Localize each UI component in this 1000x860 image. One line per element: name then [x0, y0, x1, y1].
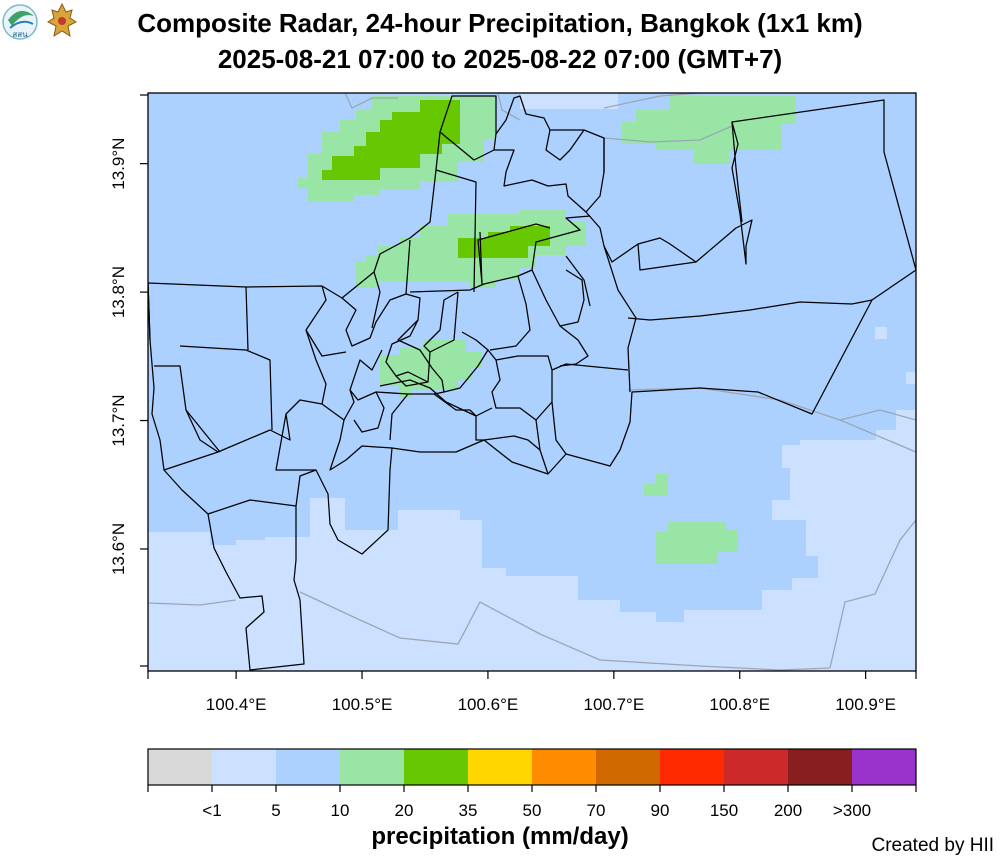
map-subtitle: 2025-08-21 07:00 to 2025-08-22 07:00 (GM… [217, 44, 783, 74]
legend-swatch [276, 749, 340, 785]
map-title: Composite Radar, 24-hour Precipitation, … [137, 8, 863, 38]
royal-emblem [47, 2, 77, 38]
map-axes: 100.4°E 100.5°E 100.6°E 100.7°E 100.8°E 100.9… [109, 94, 917, 714]
legend-title: precipitation (mm/day) [371, 823, 629, 850]
legend-tick-label: >300 [833, 801, 871, 820]
x-tick-label: 100.7°E [583, 695, 644, 714]
legend-swatch [532, 749, 596, 785]
legend-swatch [212, 749, 276, 785]
map-frame [147, 92, 917, 672]
precipitation-raster [148, 93, 916, 671]
credit-text: Created by HII [871, 835, 995, 856]
legend-tick-label: 150 [710, 801, 738, 820]
legend-swatch [468, 749, 532, 785]
legend-tick-label: 10 [331, 801, 350, 820]
legend-swatch [788, 749, 852, 785]
legend-tick-label: <1 [202, 801, 221, 820]
legend-swatch [340, 749, 404, 785]
legend-tick-label: 5 [271, 801, 280, 820]
x-tick-label: 100.9°E [835, 695, 896, 714]
legend-tick-label: 50 [523, 801, 542, 820]
legend-tick-label: 35 [459, 801, 478, 820]
legend-tick-label: 200 [774, 801, 802, 820]
x-tick-label: 100.6°E [458, 695, 519, 714]
legend-tick-label: 20 [395, 801, 414, 820]
hii-logo: สสน [2, 4, 38, 40]
legend-swatch [724, 749, 788, 785]
legend-swatch [404, 749, 468, 785]
logo-group: สสน [0, 0, 80, 44]
legend-swatch [148, 749, 212, 785]
x-tick-label: 100.8°E [709, 695, 770, 714]
precipitation-legend: <1 5 10 20 35 50 70 90 150 200 >300 [147, 748, 917, 820]
legend-swatch [660, 749, 724, 785]
bangkok-district-boundaries [148, 95, 916, 671]
y-tick-label: 13.6°N [109, 523, 128, 575]
y-tick-label: 13.7°N [109, 394, 128, 446]
legend-swatch [852, 749, 916, 785]
x-tick-label: 100.4°E [206, 695, 267, 714]
y-tick-label: 13.9°N [109, 138, 128, 190]
province-boundaries [148, 93, 916, 671]
y-tick-label: 13.8°N [109, 266, 128, 318]
x-tick-label: 100.5°E [332, 695, 393, 714]
legend-tick-label: 90 [651, 801, 670, 820]
svg-text:สสน: สสน [12, 30, 28, 39]
legend-swatch [596, 749, 660, 785]
legend-tick-label: 70 [587, 801, 606, 820]
